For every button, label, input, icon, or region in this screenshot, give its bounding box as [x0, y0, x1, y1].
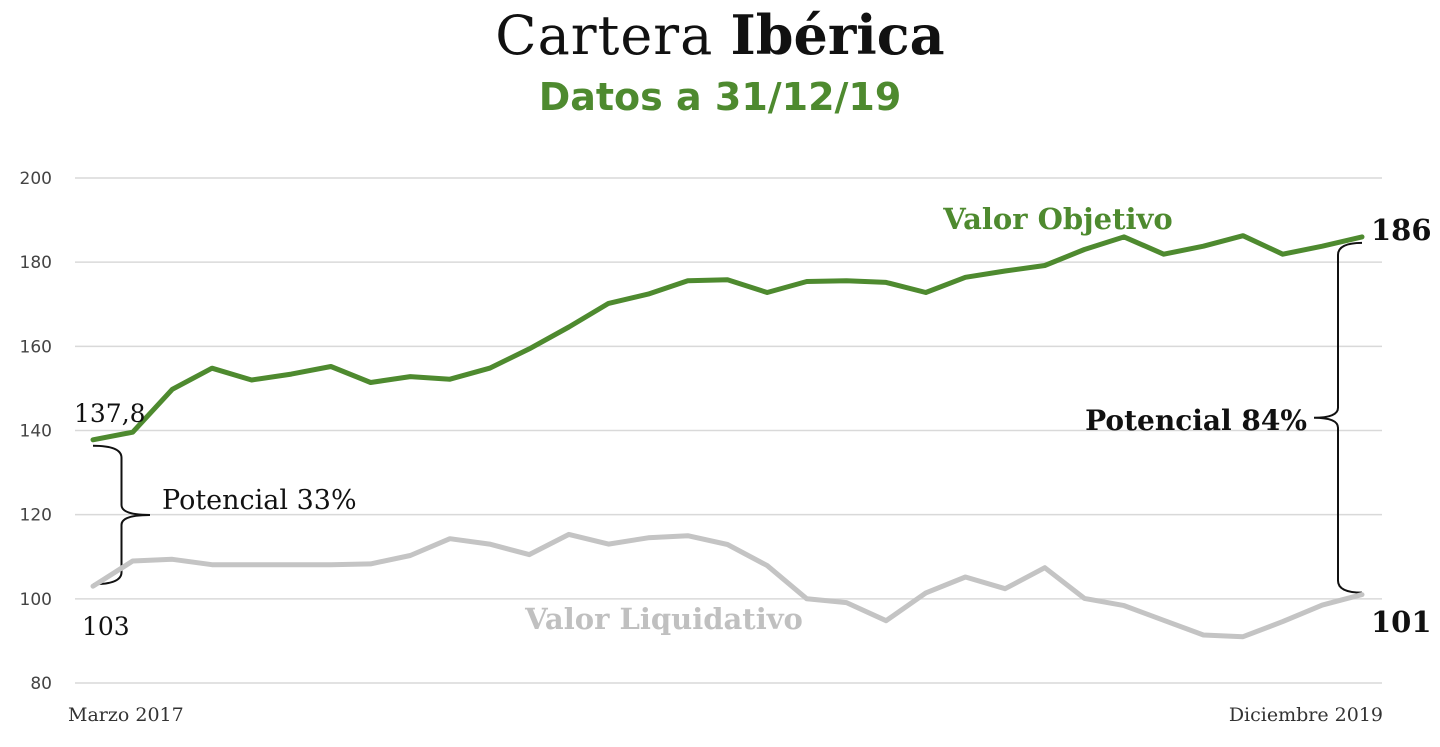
- x-axis-end-label: Diciembre 2019: [1229, 704, 1383, 726]
- y-tick-label-120: 120: [20, 506, 52, 526]
- label-start-liquidativo: 103: [82, 612, 130, 641]
- y-tick-label-200: 200: [20, 169, 52, 189]
- grid-lines: [75, 177, 1382, 684]
- label-start-objetivo: 137,8: [74, 399, 146, 428]
- y-tick-label-160: 160: [20, 337, 52, 357]
- y-axis-ticks: 80 100 120 140 160 180 200: [20, 169, 52, 694]
- label-potencial-start: Potencial 33%: [162, 485, 357, 516]
- x-axis-start-label: Marzo 2017: [68, 704, 184, 726]
- label-end-objetivo: 186: [1371, 213, 1432, 247]
- series-line-valor-objetivo: [90, 233, 1365, 443]
- y-tick-label-100: 100: [20, 590, 52, 610]
- series-line-valor-liquidativo: [90, 531, 1365, 640]
- brace-potencial-start: [92, 444, 151, 586]
- series-label-objetivo: Valor Objetivo: [942, 202, 1172, 236]
- y-tick-label-140: 140: [20, 422, 52, 442]
- label-end-liquidativo: 101: [1371, 605, 1432, 639]
- chart-title: Cartera Ibérica: [0, 0, 1440, 71]
- label-potencial-end: Potencial 84%: [1085, 404, 1307, 437]
- y-tick-label-80: 80: [30, 674, 52, 694]
- chart-subtitle: Datos a 31/12/19: [538, 75, 902, 119]
- chart-title-bold: Ibérica: [730, 3, 945, 67]
- chart-title-light: Cartera: [495, 4, 714, 67]
- y-tick-label-180: 180: [20, 253, 52, 273]
- series-layer: [90, 233, 1365, 640]
- series-label-liquidativo: Valor Liquidativo: [524, 602, 803, 636]
- brace-potencial-end: [1313, 241, 1363, 594]
